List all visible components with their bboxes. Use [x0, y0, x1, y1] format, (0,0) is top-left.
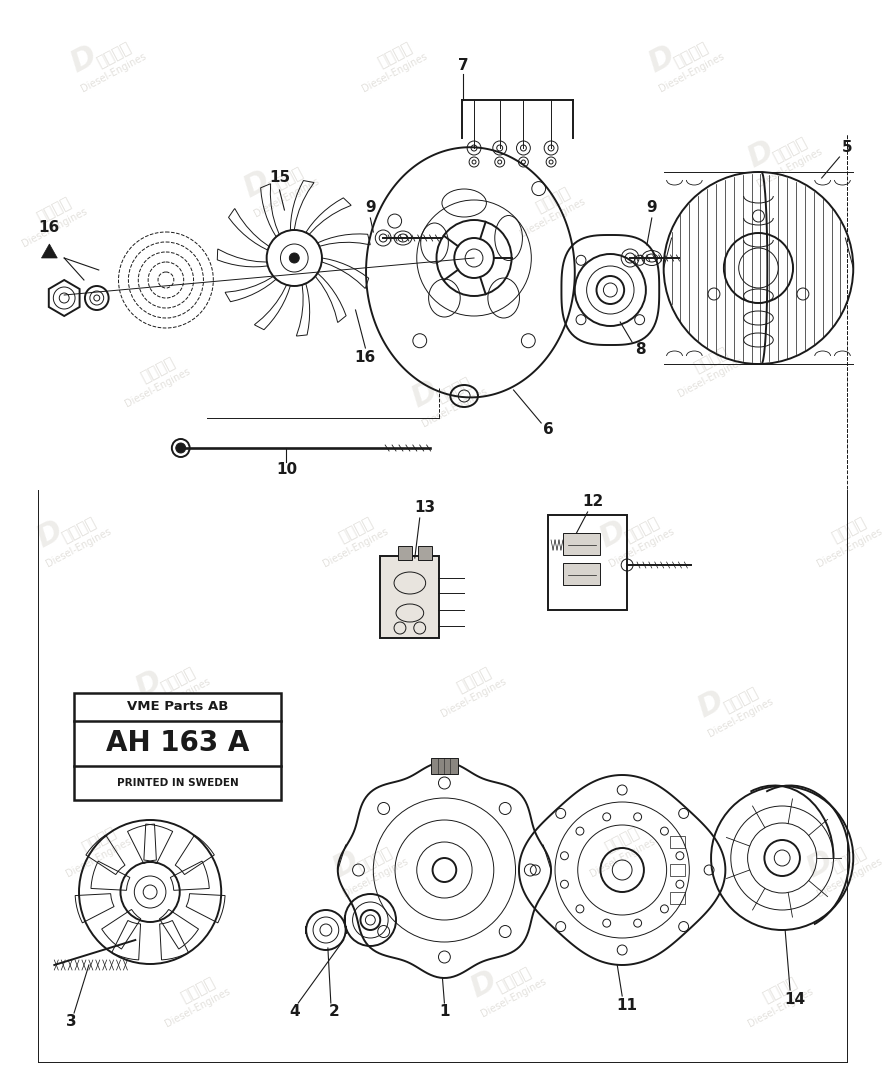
Bar	[431, 758, 458, 774]
Polygon shape	[42, 244, 57, 258]
Text: 紫发动力: 紫发动力	[533, 184, 572, 215]
Text: 16: 16	[39, 221, 60, 236]
Text: D: D	[465, 966, 502, 1003]
Text: 1: 1	[439, 1004, 449, 1019]
Text: Diesel-Engines: Diesel-Engines	[252, 177, 320, 220]
Text: 紫发动力: 紫发动力	[178, 974, 217, 1006]
Text: D: D	[31, 517, 68, 554]
Bar	[417, 546, 432, 560]
Text: 5: 5	[842, 140, 853, 155]
Text: AH 163 A: AH 163 A	[106, 729, 249, 757]
Text: Diesel-Engines: Diesel-Engines	[440, 676, 508, 719]
Text: 紫发动力: 紫发动力	[455, 665, 494, 695]
Text: VME Parts AB: VME Parts AB	[127, 700, 229, 714]
Text: Diesel-Engines: Diesel-Engines	[815, 857, 884, 899]
Bar	[669, 864, 685, 876]
Text: 紫发动力: 紫发动力	[692, 345, 731, 375]
Text: D: D	[802, 846, 837, 883]
Text: Diesel-Engines: Diesel-Engines	[20, 207, 89, 250]
Text: 紫发动力: 紫发动力	[771, 135, 810, 165]
Text: 14: 14	[784, 993, 805, 1008]
Text: 紫发动力: 紫发动力	[336, 515, 376, 546]
Text: Diesel-Engines: Diesel-Engines	[608, 526, 676, 569]
Text: 紫发动力: 紫发动力	[721, 685, 760, 715]
Bar	[562, 533, 601, 555]
Text: Diesel-Engines: Diesel-Engines	[321, 526, 390, 569]
Text: Diesel-Engines: Diesel-Engines	[746, 986, 814, 1029]
Circle shape	[176, 443, 186, 453]
Text: Diesel-Engines: Diesel-Engines	[44, 526, 113, 569]
Text: Diesel-Engines: Diesel-Engines	[519, 196, 587, 239]
FancyBboxPatch shape	[380, 556, 440, 638]
Text: 紫发动力: 紫发动力	[376, 40, 415, 70]
Text: 10: 10	[276, 462, 297, 477]
Text: 15: 15	[269, 170, 290, 185]
Text: Diesel-Engines: Diesel-Engines	[64, 836, 134, 879]
Text: Diesel-Engines: Diesel-Engines	[657, 51, 725, 94]
Bar	[562, 563, 601, 585]
Text: 8: 8	[635, 342, 645, 357]
Text: D: D	[742, 136, 779, 174]
Text: 紫发动力: 紫发动力	[138, 355, 178, 385]
Text: 4: 4	[289, 1004, 300, 1019]
Text: 2: 2	[328, 1004, 339, 1019]
Circle shape	[289, 253, 299, 263]
Text: 紫发动力: 紫发动力	[434, 375, 473, 405]
Text: 3: 3	[66, 1014, 77, 1029]
Text: 紫发动力: 紫发动力	[158, 665, 198, 695]
Bar	[74, 693, 281, 800]
Text: Diesel-Engines: Diesel-Engines	[341, 857, 409, 899]
Text: Diesel-Engines: Diesel-Engines	[163, 986, 231, 1029]
Text: Diesel-Engines: Diesel-Engines	[479, 977, 548, 1019]
Bar	[398, 546, 412, 560]
Text: Diesel-Engines: Diesel-Engines	[588, 836, 657, 879]
Text: Diesel-Engines: Diesel-Engines	[124, 367, 192, 410]
Text: Diesel-Engines: Diesel-Engines	[79, 51, 148, 94]
Text: 12: 12	[582, 494, 603, 509]
Text: 紫发动力: 紫发动力	[672, 40, 711, 70]
Text: 紫发动力: 紫发动力	[829, 515, 869, 546]
Text: D: D	[130, 666, 166, 703]
Text: 11: 11	[617, 998, 637, 1012]
Text: 紫发动力: 紫发动力	[494, 965, 533, 995]
Text: 紫发动力: 紫发动力	[603, 824, 642, 855]
Text: 9: 9	[646, 200, 657, 215]
Text: 7: 7	[457, 58, 468, 73]
Text: 9: 9	[365, 200, 376, 215]
Bar	[548, 515, 627, 610]
Text: 紫发动力: 紫发动力	[60, 515, 99, 546]
Text: PRINTED IN SWEDEN: PRINTED IN SWEDEN	[117, 778, 239, 788]
Text: D: D	[239, 166, 275, 204]
Text: Diesel-Engines: Diesel-Engines	[360, 51, 429, 94]
Text: 紫发动力: 紫发动力	[356, 845, 395, 875]
Text: 紫发动力: 紫发动力	[94, 40, 134, 70]
Text: D: D	[407, 376, 442, 414]
Text: 13: 13	[414, 501, 435, 516]
Bar	[669, 836, 685, 848]
Text: 6: 6	[543, 422, 554, 437]
Bar	[669, 892, 685, 904]
Text: Diesel-Engines: Diesel-Engines	[420, 387, 489, 430]
Text: Diesel-Engines: Diesel-Engines	[815, 526, 884, 569]
Text: 紫发动力: 紫发动力	[35, 195, 74, 225]
Text: Diesel-Engines: Diesel-Engines	[676, 357, 745, 400]
Text: D: D	[693, 686, 729, 724]
Text: 紫发动力: 紫发动力	[761, 974, 800, 1006]
Text: 紫发动力: 紫发动力	[829, 845, 869, 875]
Text: D: D	[66, 41, 102, 78]
Text: D: D	[595, 517, 630, 554]
Text: D: D	[643, 41, 680, 78]
Text: Diesel-Engines: Diesel-Engines	[756, 147, 824, 190]
Text: 紫发动力: 紫发动力	[267, 165, 306, 195]
Text: 16: 16	[355, 351, 376, 366]
Text: 紫发动力: 紫发动力	[79, 824, 118, 855]
Text: Diesel-Engines: Diesel-Engines	[707, 697, 775, 740]
Text: 紫发动力: 紫发动力	[622, 515, 661, 546]
Text: D: D	[328, 846, 364, 883]
Text: Diesel-Engines: Diesel-Engines	[143, 676, 212, 719]
